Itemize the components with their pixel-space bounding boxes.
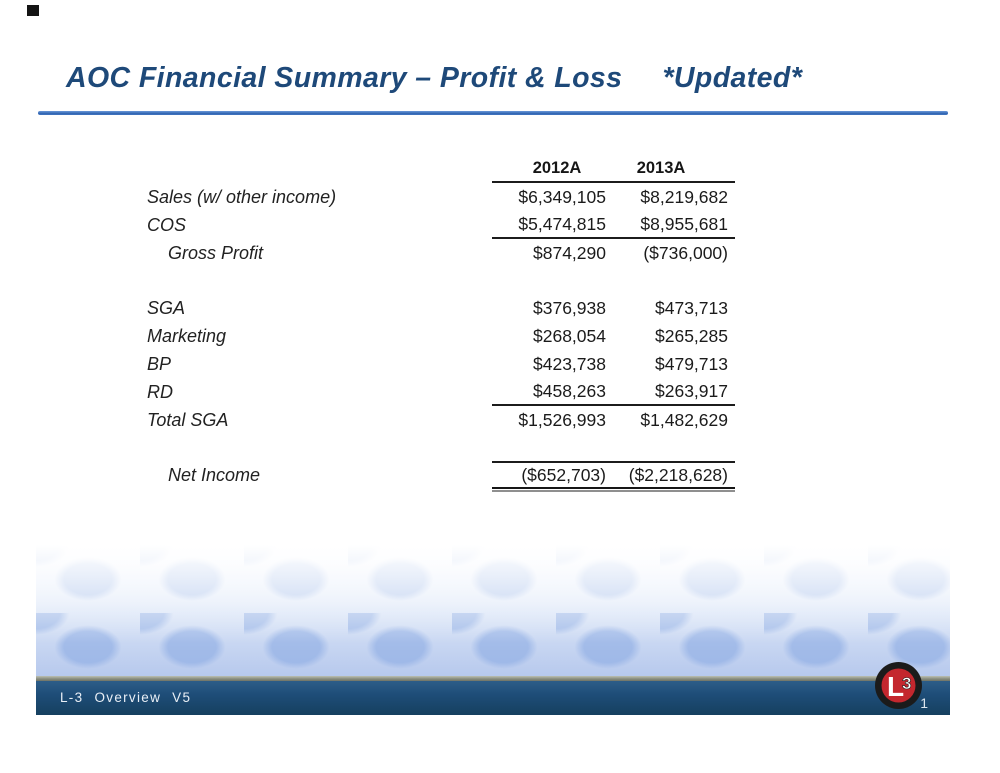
row-values: $5,474,815 $8,955,681 (492, 211, 735, 239)
row-values: $6,349,105 $8,219,682 (492, 183, 735, 211)
table-row-total-sga: Total SGA $1,526,993 $1,482,629 (140, 406, 735, 434)
row-values: $423,738 $479,713 (492, 350, 735, 378)
l3-logo: L 3 (874, 661, 923, 710)
row-label: Net Income (168, 464, 261, 485)
column-header-2013a: 2013A (636, 158, 686, 177)
title-underline-rule (38, 111, 948, 115)
value-2012a: $1,526,993 (518, 409, 606, 430)
value-2012a: $5,474,815 (518, 213, 606, 234)
value-2013a: ($736,000) (643, 242, 728, 263)
value-2012a: $268,054 (533, 325, 606, 346)
value-2013a: $1,482,629 (640, 409, 728, 430)
row-label: RD (147, 381, 173, 402)
table-row-net-income: Net Income ($652,703) ($2,218,628) (140, 461, 735, 492)
row-label: COS (147, 214, 187, 235)
value-2013a: $479,713 (655, 353, 728, 374)
row-values: $376,938 $473,713 (492, 294, 735, 322)
row-values: $268,054 $265,285 (492, 322, 735, 350)
slide-background-texture (36, 545, 950, 676)
value-2012a: $423,738 (533, 353, 606, 374)
logo-digit-3: 3 (902, 674, 911, 693)
financial-table: 2012A 2013A Sales (w/ other income) $6,3… (140, 155, 735, 492)
row-label: Sales (w/ other income) (147, 186, 337, 207)
logo-red-disc (881, 668, 916, 703)
spacer-row (140, 267, 735, 294)
row-values: ($652,703) ($2,218,628) (492, 461, 735, 492)
page-number: 1 (920, 695, 928, 711)
row-label: Marketing (147, 325, 227, 346)
value-2012a: $376,938 (533, 297, 606, 318)
page-title: AOC Financial Summary – Profit & Loss (66, 62, 623, 94)
value-2013a: $8,219,682 (640, 186, 728, 207)
slide-title-row: AOC Financial Summary – Profit & Loss *U… (66, 62, 802, 95)
row-values: $458,263 $263,917 (492, 378, 735, 406)
table-row-bp: BP $423,738 $479,713 (140, 350, 735, 378)
table-row-marketing: Marketing $268,054 $265,285 (140, 322, 735, 350)
header-values: 2012A 2013A (492, 155, 735, 183)
value-2013a: ($2,218,628) (628, 464, 728, 485)
row-label: BP (147, 353, 172, 374)
value-2013a: $473,713 (655, 297, 728, 318)
table-row-sga: SGA $376,938 $473,713 (140, 294, 735, 322)
value-2012a: $874,290 (533, 242, 606, 263)
table-header-row: 2012A 2013A (140, 155, 735, 183)
value-2013a: $8,955,681 (640, 213, 728, 234)
table-row-rd: RD $458,263 $263,917 (140, 378, 735, 406)
value-2012a: $458,263 (533, 380, 606, 401)
row-label: Gross Profit (168, 242, 264, 263)
footer-label: L-3 Overview V5 (60, 690, 192, 705)
logo-letter-l: L (887, 671, 904, 702)
value-2013a: $265,285 (655, 325, 728, 346)
value-2013a: $263,917 (655, 380, 728, 401)
footer-bar: L-3 Overview V5 1 (36, 681, 950, 715)
value-2012a: ($652,703) (521, 464, 606, 485)
footer-accent-line (36, 676, 950, 681)
row-label: Total SGA (147, 409, 229, 430)
updated-tag: *Updated* (662, 62, 803, 94)
row-values: $874,290 ($736,000) (492, 239, 735, 267)
table-row-cos: COS $5,474,815 $8,955,681 (140, 211, 735, 239)
l3-logo-graphic: L 3 (875, 662, 922, 709)
table-row-gross-profit: Gross Profit $874,290 ($736,000) (140, 239, 735, 267)
scan-corner-mark (27, 5, 39, 16)
table-row-sales: Sales (w/ other income) $6,349,105 $8,21… (140, 183, 735, 211)
row-label: SGA (147, 297, 186, 318)
column-header-2012a: 2012A (532, 158, 582, 177)
spacer-row (140, 434, 735, 461)
row-values: $1,526,993 $1,482,629 (492, 406, 735, 434)
value-2012a: $6,349,105 (518, 186, 606, 207)
